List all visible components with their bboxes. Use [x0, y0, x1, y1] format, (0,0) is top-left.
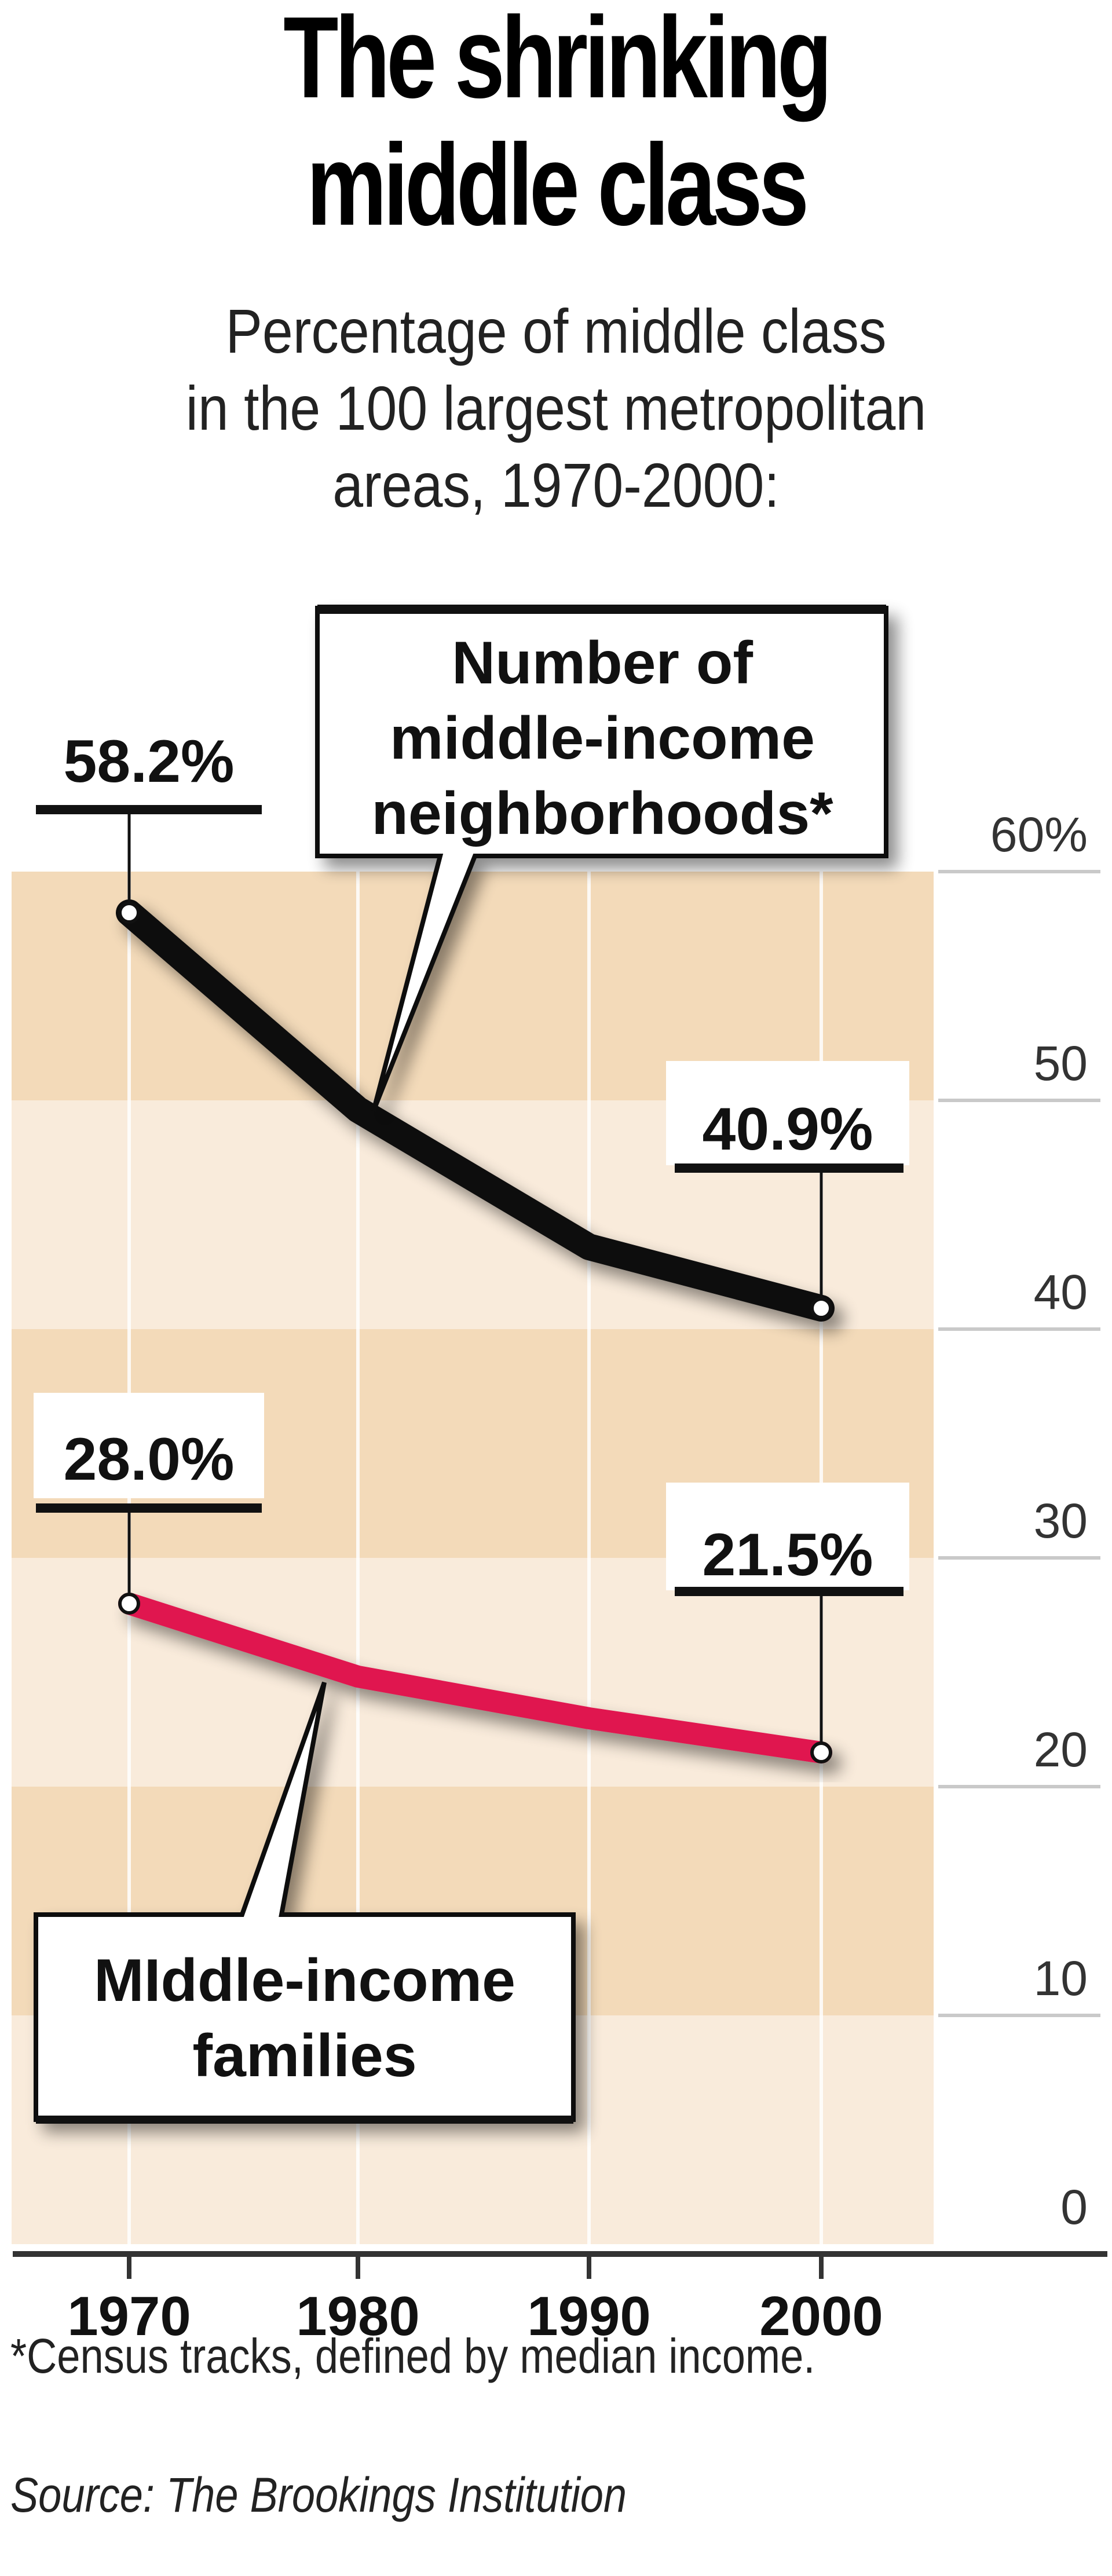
chart-subtitle-line-2: in the 100 largest metropolitan	[185, 373, 927, 443]
chart-title-line-1: The shrinking	[283, 0, 832, 122]
value-label-families-2000: 21.5%	[666, 1483, 909, 1743]
chart-title: The shrinking middle class	[122, 0, 990, 249]
point-neighborhoods-1970	[118, 902, 140, 924]
x-tick-1990: 1990	[527, 2285, 651, 2347]
x-axis-labels: 1970 1980 1990 2000	[67, 2285, 883, 2347]
chart-subtitle-line-1: Percentage of middle class	[225, 296, 887, 366]
y-tick-10: 10	[1034, 1951, 1088, 2006]
chart-subtitle: Percentage of middle class in the 100 la…	[67, 292, 1045, 524]
callout-families-line-2: families	[192, 2022, 416, 2090]
y-tick-30: 30	[1034, 1494, 1088, 1548]
svg-text:21.5%: 21.5%	[703, 1521, 873, 1589]
y-axis-labels: 60% 50 40 30 20 10 0	[990, 807, 1088, 2234]
chart-subtitle-line-3: areas, 1970-2000:	[332, 450, 780, 520]
y-tick-60: 60%	[990, 807, 1088, 862]
series-neighborhoods-line	[116, 899, 835, 1322]
x-tick-1970: 1970	[67, 2285, 191, 2347]
callout-neighborhoods: Number of middle-income neighborhoods*	[315, 605, 888, 1112]
point-neighborhoods-2000	[810, 1297, 832, 1319]
value-label-neighborhoods-1970: 58.2%	[34, 694, 264, 903]
svg-text:40.9%: 40.9%	[703, 1096, 873, 1163]
series-families-line	[118, 1593, 832, 1763]
callout-neighborhoods-line-2: middle-income	[390, 705, 815, 772]
callout-families-line-1: MIddle-income	[94, 1947, 515, 2014]
y-tick-50: 50	[1034, 1036, 1088, 1091]
y-tick-20: 20	[1034, 1722, 1088, 1777]
callout-neighborhoods-line-1: Number of	[452, 630, 753, 697]
y-tick-40: 40	[1034, 1265, 1088, 1319]
y-tick-0: 0	[1060, 2180, 1088, 2234]
svg-text:28.0%: 28.0%	[64, 1426, 235, 1493]
callout-families: MIddle-income families	[34, 1681, 576, 2124]
source-credit: Source: The Brookings Institution	[10, 2468, 627, 2522]
callout-neighborhoods-line-3: neighborhoods*	[371, 780, 833, 847]
svg-text:58.2%: 58.2%	[64, 728, 235, 795]
y-tick-lines	[938, 870, 1100, 2017]
chart-title-line-2: middle class	[306, 120, 809, 250]
point-families-1970	[118, 1593, 140, 1615]
footnote: *Census tracks, defined by median income…	[10, 2329, 815, 2383]
value-label-neighborhoods-2000: 40.9%	[666, 1061, 909, 1299]
x-axis-ticks	[127, 2254, 824, 2279]
x-tick-1980: 1980	[296, 2285, 420, 2347]
value-label-families-1970: 28.0%	[34, 1393, 264, 1594]
x-tick-2000: 2000	[759, 2285, 883, 2347]
point-families-2000	[810, 1741, 832, 1763]
